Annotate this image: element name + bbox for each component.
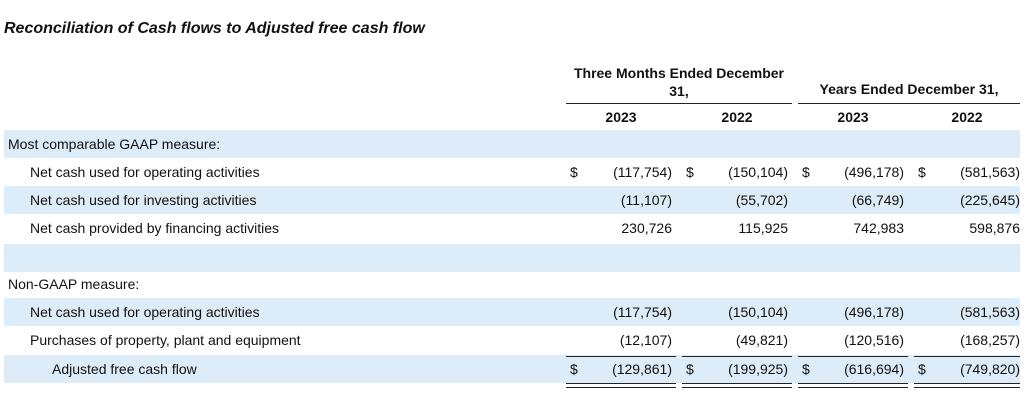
cell-value: (199,925) [728,361,788,377]
header-rule-three-months [566,103,792,104]
col-header-y-2023: 2023 [837,109,869,125]
cell-value: (11,107) [620,192,672,208]
cell-value: (150,104) [728,164,788,180]
cell-value: (168,257) [960,332,1020,348]
row-label: Adjusted free cash flow [52,361,197,377]
cell-value: (66,749) [851,192,904,208]
table-row: Non-GAAP measure: [4,270,1020,298]
currency-symbol: $ [570,361,578,377]
currency-symbol: $ [686,361,694,377]
total-double-rule [798,383,908,388]
cell-value: (117,754) [613,304,672,320]
row-label: Net cash provided by financing activitie… [30,220,280,236]
cell-value: (581,563) [960,164,1020,180]
cell-value: 115,925 [738,220,788,236]
row-label: Net cash used for operating activities [30,164,260,180]
cell-value: 742,983 [853,220,904,236]
cell-value: (150,104) [728,304,788,320]
header-rule-years [798,103,1020,104]
cell-value: (496,178) [844,164,904,180]
cell-value: (749,820) [960,361,1020,377]
col-header-q-2023: 2023 [605,109,637,125]
table-row: Adjusted free cash flow $ (129,861) $ (199,9… [4,355,1020,383]
currency-symbol: $ [802,361,810,377]
row-label: Net cash used for investing activities [30,192,257,208]
table-row: Net cash used for operating activities $ (… [4,158,1020,186]
cell-value: (55,702) [735,192,788,208]
cell-value: (581,563) [960,304,1020,320]
cell-value: (49,821) [735,332,788,348]
currency-symbol: $ [570,164,578,180]
cell-value: (117,754) [613,164,672,180]
total-double-rule [682,383,792,388]
cell-value: (12,107) [619,332,672,348]
subtotal-rule [798,356,908,357]
table-row: Purchases of property, plant and equipme… [4,326,1020,354]
header-three-months: Three Months Ended December 31, [573,65,785,99]
table-row: Net cash used for operating activities (1… [4,298,1020,326]
subtotal-rule [682,356,792,357]
cell-value: (496,178) [844,304,904,320]
subtotal-rule [914,356,1020,357]
row-label: Purchases of property, plant and equipme… [30,332,301,348]
total-double-rule [914,383,1020,388]
header-years: Years Ended December 31, [819,81,999,97]
row-label: Most comparable GAAP measure: [8,136,221,152]
currency-symbol: $ [918,164,926,180]
cell-value: 598,876 [969,220,1020,236]
table-row [4,244,1020,272]
col-header-y-2022: 2022 [951,109,983,125]
total-double-rule [566,383,676,388]
cell-value: 230,726 [621,220,672,236]
currency-symbol: $ [686,164,694,180]
row-label: Non-GAAP measure: [8,276,140,292]
currency-symbol: $ [802,164,810,180]
table-row: Most comparable GAAP measure: [4,130,1020,158]
table-row: Net cash used for investing activities (1… [4,186,1020,214]
cell-value: (225,645) [960,192,1020,208]
col-header-q-2022: 2022 [721,109,753,125]
table-row: Net cash provided by financing activitie… [4,214,1020,242]
cell-value: (129,861) [612,361,672,377]
cell-value: (616,694) [844,361,904,377]
row-label: Net cash used for operating activities [30,304,260,320]
currency-symbol: $ [918,361,926,377]
table-title: Reconciliation of Cash flows to Adjusted… [4,20,425,37]
subtotal-rule [566,356,676,357]
cell-value: (120,516) [844,332,904,348]
